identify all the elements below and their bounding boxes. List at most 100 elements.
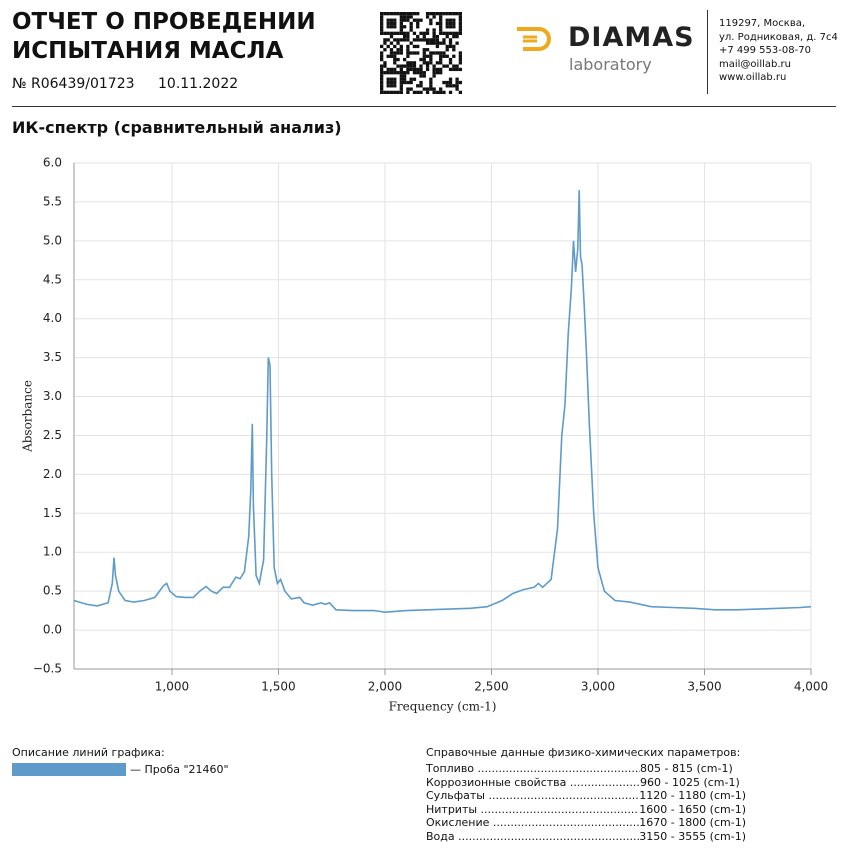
qr-cell xyxy=(452,31,456,35)
qr-cell xyxy=(386,67,390,72)
qr-cell xyxy=(448,80,453,85)
qr-cell xyxy=(406,15,410,19)
qr-cell xyxy=(409,21,413,26)
qr-cell xyxy=(386,38,390,42)
qr-cell xyxy=(448,61,453,65)
qr-cell xyxy=(399,74,403,78)
reference-label: Вода xyxy=(426,830,639,844)
qr-cell xyxy=(439,18,443,22)
qr-cell xyxy=(439,90,443,94)
qr-cell xyxy=(389,54,394,58)
qr-cell xyxy=(422,61,426,65)
qr-cell xyxy=(380,90,384,94)
qr-cell xyxy=(419,57,423,62)
qr-cell xyxy=(429,51,433,55)
qr-cell xyxy=(399,64,403,68)
qr-cell xyxy=(409,61,413,65)
qr-cell xyxy=(412,71,417,75)
qr-cell xyxy=(429,18,433,22)
qr-cell xyxy=(432,74,436,78)
reference-row: Сульфаты1120 - 1180 (cm-1) xyxy=(426,789,746,803)
qr-cell xyxy=(412,61,417,65)
qr-cell xyxy=(386,21,390,26)
qr-cell xyxy=(439,31,443,35)
qr-cell xyxy=(389,41,394,45)
x-tick-label: 1,500 xyxy=(261,680,295,694)
qr-cell xyxy=(380,74,384,78)
qr-cell xyxy=(448,18,453,22)
qr-cell xyxy=(406,67,410,72)
qr-cell xyxy=(425,87,430,91)
qr-cell xyxy=(435,41,440,45)
qr-cell xyxy=(412,51,417,55)
reference-label: Коррозионные свойства xyxy=(426,776,640,790)
qr-cell xyxy=(432,90,436,94)
qr-cell xyxy=(429,54,433,58)
qr-cell xyxy=(393,67,397,72)
qr-cell xyxy=(445,12,449,16)
reference-label: Топливо xyxy=(426,762,640,776)
qr-cell xyxy=(435,21,440,26)
qr-cell xyxy=(380,67,384,72)
qr-cell xyxy=(402,15,407,19)
qr-cell xyxy=(386,90,390,94)
qr-cell xyxy=(412,90,417,94)
qr-cell xyxy=(458,54,462,58)
qr-cell xyxy=(422,31,426,35)
qr-cell xyxy=(399,38,403,42)
qr-cell xyxy=(432,51,436,55)
qr-cell xyxy=(432,38,436,42)
qr-cell xyxy=(452,44,456,49)
qr-cell xyxy=(452,34,456,39)
qr-cell xyxy=(399,51,403,55)
x-axis-label: Frequency (cm-1) xyxy=(389,700,497,714)
qr-cell xyxy=(406,54,410,58)
qr-cell xyxy=(452,67,456,72)
reference-range: 1600 - 1650 (cm-1) xyxy=(639,802,746,816)
qr-cell xyxy=(380,18,384,22)
qr-cell xyxy=(419,18,423,22)
qr-cell xyxy=(399,71,403,75)
y-tick-label: 1.0 xyxy=(43,545,62,559)
qr-cell xyxy=(432,31,436,35)
qr-cell xyxy=(419,74,423,78)
qr-cell xyxy=(455,64,459,68)
qr-cell xyxy=(458,90,462,94)
qr-cell xyxy=(442,54,446,58)
qr-cell xyxy=(409,12,413,16)
qr-cell xyxy=(386,84,390,88)
y-tick-label: 4.5 xyxy=(43,272,62,286)
qr-cell xyxy=(406,12,410,16)
contact-line: www.oillab.ru xyxy=(719,72,787,83)
y-tick-label: 3.5 xyxy=(43,350,62,364)
qr-cell xyxy=(406,64,410,68)
qr-cell xyxy=(416,90,420,94)
qr-cell xyxy=(406,48,410,52)
y-tick-label: 0.5 xyxy=(43,584,62,598)
qr-cell xyxy=(448,38,453,42)
qr-cell xyxy=(409,25,413,29)
qr-cell xyxy=(448,77,453,81)
qr-cell xyxy=(389,31,394,35)
qr-cell xyxy=(396,12,400,16)
qr-cell xyxy=(386,71,390,75)
contact-line: 119297, Москва, xyxy=(719,18,806,29)
qr-cell xyxy=(406,44,410,49)
qr-cell xyxy=(389,51,394,55)
qr-cell xyxy=(386,54,390,58)
title-line: ОТЧЕТ О ПРОВЕДЕНИИ xyxy=(12,9,316,35)
qr-cell xyxy=(452,25,456,29)
qr-cell xyxy=(402,80,407,85)
x-tick-label: 1,000 xyxy=(155,680,189,694)
reference-range: 1120 - 1180 (cm-1) xyxy=(639,789,746,802)
qr-cell xyxy=(452,12,456,16)
qr-cell xyxy=(393,31,397,35)
qr-cell xyxy=(416,67,420,72)
qr-cell xyxy=(432,87,436,91)
qr-cell xyxy=(380,15,384,19)
qr-cell xyxy=(389,84,394,88)
qr-cell xyxy=(422,38,426,42)
qr-cell xyxy=(386,31,390,35)
reference-table: Топливо805 - 815 (cm-1)Коррозионные свой… xyxy=(426,762,746,843)
